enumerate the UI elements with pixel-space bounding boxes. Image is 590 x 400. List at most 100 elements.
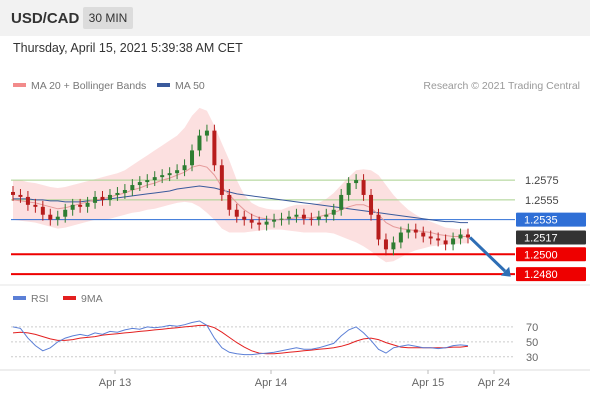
candle-body	[458, 234, 463, 239]
candle-body	[331, 209, 336, 215]
candle-body	[391, 242, 396, 250]
candle-body	[369, 194, 374, 215]
candle-body	[63, 209, 68, 217]
legend-rsi-ma-swatch	[63, 296, 76, 301]
candle-body	[122, 189, 127, 193]
candle-body	[436, 238, 441, 241]
candle-body	[93, 196, 98, 203]
candle-body	[301, 214, 306, 219]
level-label-3: 1.2517	[524, 232, 558, 244]
candle-body	[25, 196, 30, 205]
legend-ma50-label: MA 50	[175, 80, 205, 92]
candle-body	[100, 196, 105, 200]
level-label-4: 1.2500	[524, 249, 558, 261]
rsi-line	[12, 320, 469, 356]
candle-body	[421, 232, 426, 237]
candle-body	[272, 219, 277, 222]
ma20-line	[12, 164, 468, 237]
legend-ma50: MA 50	[157, 80, 205, 92]
candle-body	[383, 239, 388, 250]
rsi-ma-line	[12, 324, 469, 355]
rsi-tick-label: 70	[526, 322, 538, 334]
candle-body	[152, 177, 157, 181]
candles-group	[11, 124, 470, 256]
candle-body	[376, 214, 381, 240]
candle-body	[70, 204, 75, 210]
symbol-title: USD/CAD	[11, 10, 80, 27]
chart-header: USD/CAD 30 MIN	[0, 0, 590, 36]
timestamp: Thursday, April 15, 2021 5:39:38 AM CET	[13, 41, 243, 55]
candle-body	[107, 194, 112, 200]
level-badge-4	[516, 247, 586, 262]
candle-body	[279, 218, 284, 220]
candle-body	[466, 234, 470, 238]
rsi-tick-label: 50	[526, 337, 538, 349]
time-tick-label: Apr 13	[99, 377, 131, 389]
candle-body	[11, 191, 15, 195]
candle-body	[33, 204, 38, 207]
rsi-tick-label: 30	[526, 352, 538, 364]
candle-body	[242, 216, 247, 220]
candle-body	[190, 150, 195, 166]
candle-body	[204, 130, 209, 136]
candle-body	[145, 180, 150, 183]
candle-body	[227, 194, 232, 210]
time-tick-label: Apr 14	[255, 377, 287, 389]
legend-ma50-swatch	[157, 83, 170, 88]
candle-body	[48, 214, 53, 220]
candle-body	[40, 206, 45, 215]
candle-body	[18, 194, 23, 197]
candle-body	[234, 209, 239, 217]
candle-body	[160, 175, 165, 178]
level-badge-3	[516, 230, 586, 245]
credit-text: Research © 2021 Trading Central	[423, 80, 580, 92]
candle-body	[428, 236, 433, 239]
candle-body	[167, 173, 172, 176]
forecast-arrow-head	[500, 266, 511, 277]
level-badge-5	[516, 267, 586, 282]
level-label-1: 1.2555	[525, 195, 559, 207]
candle-body	[249, 219, 254, 223]
legend-rsi-label: RSI	[31, 293, 49, 305]
candle-body	[451, 238, 456, 245]
legend-rsi-ma-label: 9MA	[81, 293, 103, 305]
candle-body	[406, 229, 411, 233]
candle-body	[55, 216, 60, 220]
candle-body	[219, 165, 224, 195]
legend-ma20: MA 20 + Bollinger Bands	[13, 80, 146, 92]
legend-rsi-ma: 9MA	[63, 293, 103, 305]
level-label-2: 1.2535	[524, 215, 558, 227]
ma50-line	[13, 185, 468, 224]
legend-rsi-swatch	[13, 296, 26, 301]
candle-body	[286, 216, 291, 219]
forecast-arrow-shaft	[468, 236, 507, 273]
level-badge-2	[516, 212, 586, 227]
candle-body	[361, 180, 366, 195]
candle-body	[398, 232, 403, 243]
candle-body	[339, 194, 344, 210]
timeframe-badge[interactable]: 30 MIN	[83, 7, 133, 29]
candle-body	[197, 135, 202, 151]
candle-body	[257, 222, 262, 225]
legend-ma20-label: MA 20 + Bollinger Bands	[31, 80, 147, 92]
time-tick-label: Apr 24	[478, 377, 510, 389]
candle-body	[175, 170, 180, 174]
candle-body	[354, 180, 359, 184]
legend-ma20-swatch	[13, 83, 26, 88]
candle-body	[346, 183, 351, 195]
level-label-0: 1.2575	[525, 175, 559, 187]
candle-body	[443, 240, 448, 245]
time-tick-label: Apr 15	[412, 377, 444, 389]
candle-body	[324, 214, 329, 217]
candle-body	[182, 165, 187, 171]
candle-body	[309, 218, 314, 220]
level-label-5: 1.2480	[524, 269, 558, 281]
candle-body	[85, 202, 90, 207]
candle-body	[137, 182, 142, 186]
candle-body	[130, 185, 135, 190]
candle-body	[264, 221, 269, 225]
candle-body	[294, 214, 299, 217]
candle-body	[316, 216, 321, 220]
